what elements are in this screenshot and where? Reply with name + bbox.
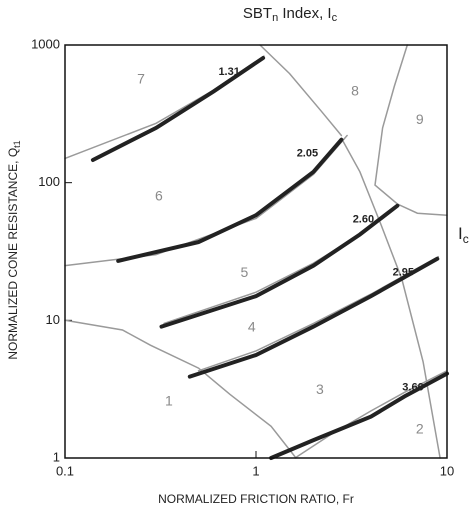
- zone-label: 9: [416, 111, 424, 127]
- zone-boundary: [259, 44, 343, 137]
- ic-label: Ic: [458, 224, 469, 246]
- ic-contour: [116, 137, 344, 263]
- ic-contour: [90, 56, 266, 162]
- zone-label: 6: [155, 187, 163, 203]
- zone-boundary: [163, 212, 391, 325]
- y-tick-label: 1: [53, 449, 60, 464]
- title-part: c: [332, 12, 338, 24]
- title-part: n: [272, 12, 278, 24]
- chart-title: SBTn Index, Ic: [243, 5, 338, 24]
- plot-area: 1.31 2.05 2.60 2.95 3.60 1 2 3 4 5 6 7 8 9: [64, 44, 449, 460]
- y-label-part: t1: [12, 140, 22, 148]
- ic-contour-label: 2.05: [297, 148, 318, 160]
- zone-boundary: [64, 319, 297, 459]
- ic-contour-label: 3.60: [402, 382, 423, 394]
- zone-boundary: [294, 370, 448, 459]
- zone-label: 3: [316, 381, 324, 397]
- zone-label: 1: [165, 393, 173, 409]
- zone-label: 5: [241, 264, 249, 280]
- x-tick-label: 0.1: [56, 463, 74, 478]
- y-tick-label: 10: [46, 312, 60, 327]
- plot-frame: [64, 44, 448, 459]
- y-tick-label: 1000: [31, 36, 60, 51]
- ic-contour-label: 1.31: [218, 66, 239, 78]
- ic-label-part: c: [463, 232, 469, 246]
- x-tick-label: 1: [252, 463, 259, 478]
- y-axis-label: NORMALIZED CONE RESISTANCE, Qt1: [6, 140, 22, 359]
- y-tick-label: 100: [38, 174, 60, 189]
- ic-contour-label: 2.60: [353, 214, 374, 226]
- ic-contour: [159, 203, 400, 329]
- ic-contour-label: 2.95: [393, 267, 414, 279]
- zone-label: 8: [351, 83, 359, 99]
- ic-contour: [269, 371, 449, 460]
- x-tick-label: 10: [440, 463, 454, 478]
- title-part: SBT: [243, 5, 272, 22]
- zone-label: 4: [248, 319, 256, 335]
- zone-boundary: [374, 44, 448, 216]
- zone-label: 7: [137, 71, 145, 87]
- title-part: Index, I: [278, 5, 331, 22]
- ic-contour: [187, 256, 440, 379]
- ic-label-part: I: [458, 224, 463, 243]
- zone-label: 2: [416, 421, 424, 437]
- zone-boundary: [340, 137, 441, 459]
- x-axis-label: NORMALIZED FRICTION RATIO, Fr: [158, 492, 354, 506]
- y-label-part: NORMALIZED CONE RESISTANCE, Q: [6, 148, 20, 360]
